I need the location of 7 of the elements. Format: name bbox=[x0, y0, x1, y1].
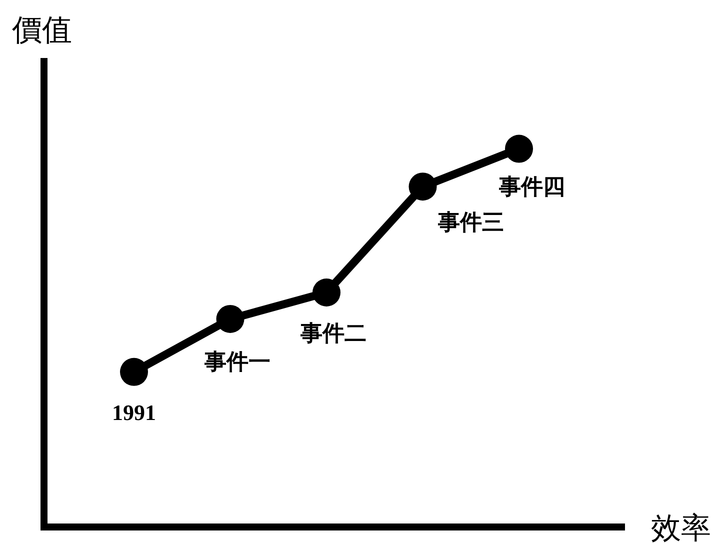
annotation: 1991 bbox=[112, 400, 156, 425]
xlabel: 效率 bbox=[651, 512, 711, 543]
ylabel: 價值 bbox=[12, 14, 72, 47]
annotation: 事件二 bbox=[300, 320, 366, 346]
annotation: 事件一 bbox=[204, 348, 270, 374]
annotation: 事件三 bbox=[438, 210, 504, 235]
annotation: 事件四 bbox=[499, 174, 565, 199]
